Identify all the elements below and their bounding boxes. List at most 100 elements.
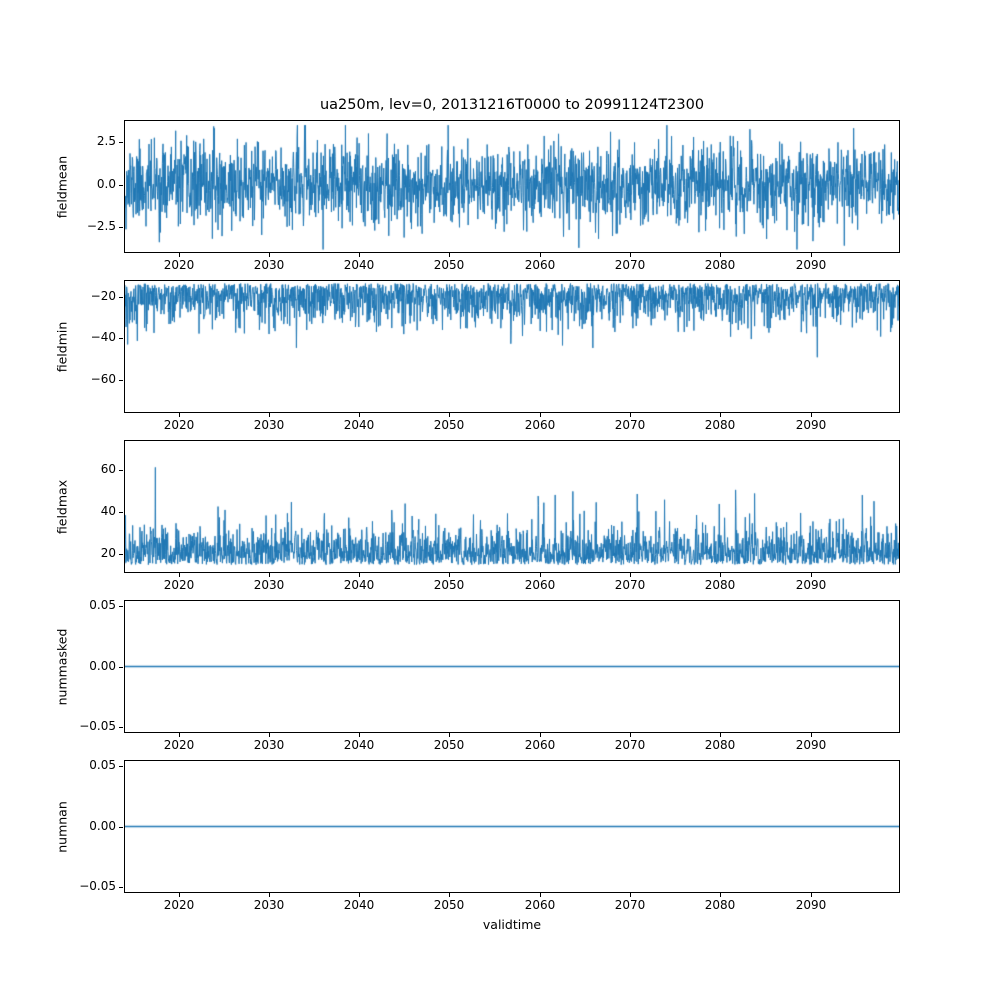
x-tick-mark — [449, 413, 450, 417]
x-tick-mark — [449, 893, 450, 897]
x-tick-label: 2040 — [343, 738, 375, 752]
x-tick-mark — [179, 573, 180, 577]
axes-nummasked — [124, 600, 900, 733]
y-tick-mark — [119, 512, 123, 513]
y-axis-label-fieldmax: fieldmax — [54, 479, 70, 534]
y-tick-label: −40 — [90, 330, 116, 344]
x-tick-mark — [540, 413, 541, 417]
x-tick-label: 2080 — [704, 418, 736, 432]
x-tick-mark — [269, 573, 270, 577]
x-tick-mark — [359, 733, 360, 737]
x-tick-mark — [811, 573, 812, 577]
x-tick-label: 2090 — [795, 898, 827, 912]
y-axis-label-numnan: numnan — [54, 800, 70, 853]
y-tick-label: 0.05 — [89, 758, 116, 772]
x-tick-mark — [630, 893, 631, 897]
chart-title: ua250m, lev=0, 20131216T0000 to 20991124… — [319, 97, 705, 113]
y-tick-mark — [119, 667, 123, 668]
x-tick-label: 2060 — [524, 738, 556, 752]
x-tick-mark — [269, 253, 270, 257]
x-tick-mark — [540, 733, 541, 737]
x-tick-label: 2050 — [433, 418, 465, 432]
y-axis-label-fieldmean: fieldmean — [54, 155, 70, 218]
series-fieldmin — [125, 281, 899, 412]
series-numnan — [125, 761, 899, 892]
y-tick-label: −0.05 — [79, 719, 116, 733]
x-tick-label: 2030 — [253, 578, 285, 592]
axes-fieldmin — [124, 280, 900, 413]
x-tick-label: 2020 — [163, 738, 195, 752]
y-tick-label: 0.05 — [89, 598, 116, 612]
x-tick-label: 2030 — [253, 898, 285, 912]
x-tick-mark — [630, 733, 631, 737]
x-tick-label: 2060 — [524, 898, 556, 912]
x-tick-mark — [630, 573, 631, 577]
x-tick-mark — [269, 413, 270, 417]
y-tick-mark — [119, 470, 123, 471]
x-tick-mark — [449, 253, 450, 257]
x-tick-mark — [630, 413, 631, 417]
x-tick-label: 2090 — [795, 578, 827, 592]
y-tick-label: −0.05 — [79, 879, 116, 893]
y-tick-label: 40 — [100, 504, 116, 518]
x-tick-label: 2090 — [795, 738, 827, 752]
y-tick-label: 0.00 — [89, 819, 116, 833]
x-axis-label: validtime — [482, 917, 542, 932]
x-tick-label: 2080 — [704, 258, 736, 272]
series-nummasked — [125, 601, 899, 732]
axes-fieldmax — [124, 440, 900, 573]
x-tick-mark — [179, 253, 180, 257]
x-tick-label: 2090 — [795, 418, 827, 432]
x-tick-label: 2020 — [163, 578, 195, 592]
x-tick-label: 2080 — [704, 738, 736, 752]
x-tick-label: 2020 — [163, 898, 195, 912]
series-fieldmean — [125, 121, 899, 252]
y-tick-label: −2.5 — [86, 219, 116, 233]
x-tick-mark — [811, 253, 812, 257]
x-tick-label: 2030 — [253, 418, 285, 432]
axes-fieldmean — [124, 120, 900, 253]
x-tick-mark — [811, 413, 812, 417]
y-axis-label-nummasked: nummasked — [54, 628, 70, 705]
x-tick-label: 2030 — [253, 258, 285, 272]
y-tick-label: −60 — [90, 372, 116, 386]
x-tick-mark — [179, 893, 180, 897]
x-tick-mark — [630, 253, 631, 257]
x-tick-label: 2070 — [614, 258, 646, 272]
x-tick-label: 2090 — [795, 258, 827, 272]
y-tick-mark — [119, 887, 123, 888]
x-tick-label: 2020 — [163, 418, 195, 432]
x-tick-label: 2070 — [614, 418, 646, 432]
x-tick-mark — [720, 733, 721, 737]
x-tick-label: 2050 — [433, 738, 465, 752]
x-tick-mark — [179, 413, 180, 417]
x-tick-mark — [359, 413, 360, 417]
x-tick-mark — [449, 733, 450, 737]
x-tick-label: 2060 — [524, 418, 556, 432]
y-tick-label: −20 — [90, 289, 116, 303]
y-tick-label: 0.0 — [96, 177, 116, 191]
x-tick-label: 2040 — [343, 418, 375, 432]
x-tick-label: 2050 — [433, 578, 465, 592]
x-tick-mark — [720, 253, 721, 257]
y-tick-mark — [119, 554, 123, 555]
x-tick-label: 2040 — [343, 898, 375, 912]
x-tick-label: 2080 — [704, 578, 736, 592]
x-tick-mark — [269, 893, 270, 897]
x-tick-label: 2060 — [524, 258, 556, 272]
y-tick-mark — [119, 727, 123, 728]
x-tick-mark — [811, 893, 812, 897]
y-tick-mark — [119, 227, 123, 228]
series-fieldmax — [125, 441, 899, 572]
x-tick-mark — [269, 733, 270, 737]
y-tick-label: 60 — [100, 462, 116, 476]
y-tick-label: 2.5 — [96, 134, 116, 148]
y-tick-mark — [119, 338, 123, 339]
y-tick-mark — [119, 766, 123, 767]
x-tick-label: 2040 — [343, 258, 375, 272]
y-tick-mark — [119, 185, 123, 186]
x-tick-mark — [720, 413, 721, 417]
x-tick-mark — [449, 573, 450, 577]
y-axis-label-fieldmin: fieldmin — [54, 321, 70, 372]
